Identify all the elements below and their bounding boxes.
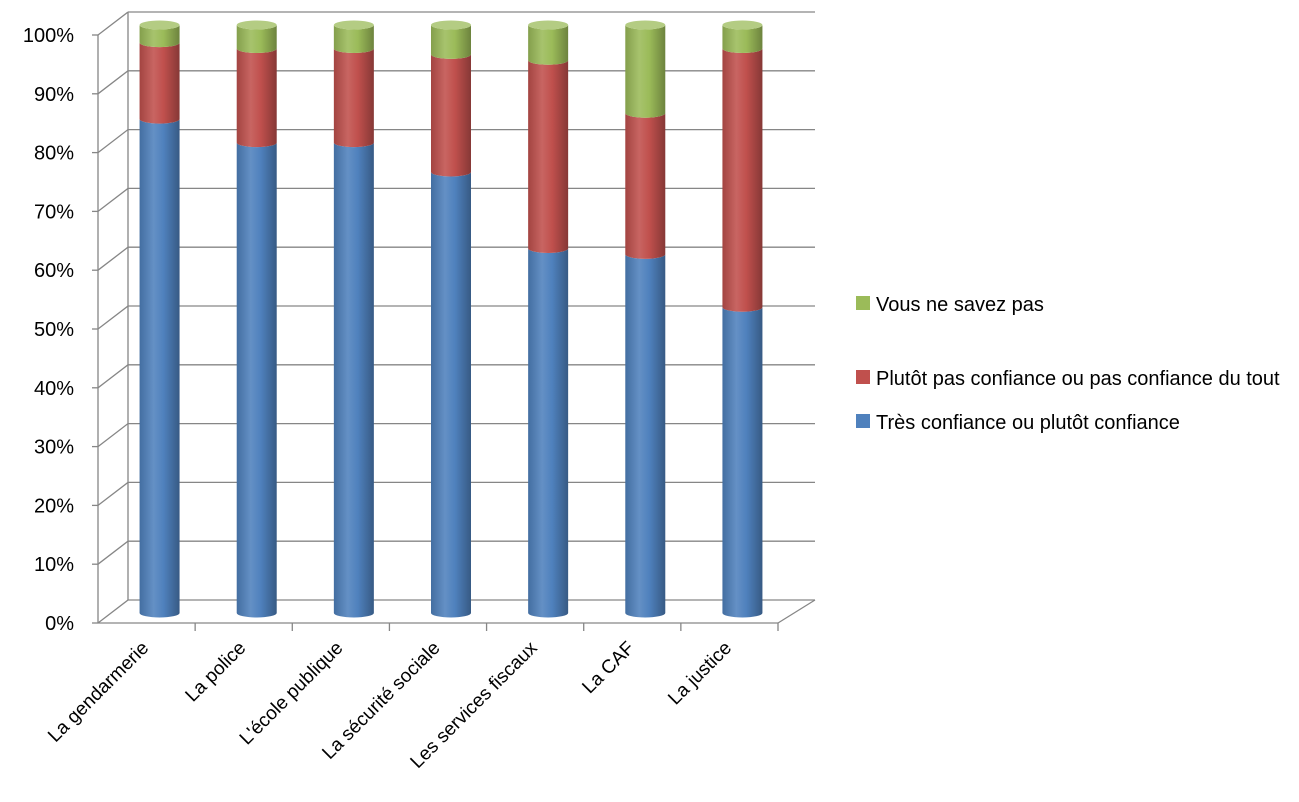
y-tick-label: 30% bbox=[34, 437, 74, 459]
y-tick-label: 70% bbox=[34, 201, 74, 223]
legend-label: Plutôt pas confiance ou pas confiance du… bbox=[876, 368, 1280, 390]
gridline-diagonal bbox=[97, 481, 129, 506]
gridline-diagonal bbox=[97, 11, 129, 36]
y-tick-label: 0% bbox=[45, 613, 74, 635]
bar-segment bbox=[333, 25, 374, 54]
legend-swatch bbox=[856, 296, 870, 310]
gridline-diagonal bbox=[97, 187, 129, 212]
bar-segment bbox=[236, 48, 277, 148]
y-tick-label: 80% bbox=[34, 143, 74, 165]
legend-item: Plutôt pas confiance ou pas confiance du… bbox=[856, 364, 1296, 394]
x-category-label: L'école publique bbox=[236, 638, 348, 750]
floor-edge bbox=[777, 599, 816, 624]
bar-segment bbox=[722, 25, 763, 54]
legend-swatch bbox=[856, 414, 870, 428]
bar-segment bbox=[625, 25, 666, 118]
legend-swatch bbox=[856, 370, 870, 384]
bar-segment bbox=[431, 54, 471, 177]
gridline-diagonal bbox=[97, 129, 129, 154]
bar-segment bbox=[236, 25, 277, 54]
chart-axes: 0% 10% 20% 30% 40% 50% 60% 70% 80% 90% 100% bbox=[23, 25, 779, 635]
gridline-diagonal bbox=[97, 540, 129, 565]
y-tick-label: 50% bbox=[34, 319, 74, 341]
bar-segment bbox=[625, 113, 666, 259]
gridline-diagonal bbox=[97, 599, 129, 624]
chart-legend: Vous ne savez pas Plutôt pas confiance ou… bbox=[856, 290, 1296, 452]
y-tick-label: 40% bbox=[34, 378, 74, 400]
gridline-diagonal bbox=[97, 423, 129, 448]
bar-top-cap bbox=[333, 20, 374, 30]
bar-segment bbox=[236, 142, 277, 618]
bar-top-cap bbox=[139, 20, 180, 30]
gridline-diagonal bbox=[97, 364, 129, 389]
bar-segment bbox=[139, 119, 180, 618]
y-tick-label: 60% bbox=[34, 260, 74, 282]
bar-top-cap bbox=[722, 20, 763, 30]
x-category-label: La gendarmerie bbox=[44, 638, 153, 747]
bar-segment bbox=[333, 142, 374, 618]
bar-top-cap bbox=[528, 20, 569, 30]
y-tick-label: 10% bbox=[34, 554, 74, 576]
gridline-diagonal bbox=[97, 246, 129, 271]
bar-segment bbox=[722, 48, 763, 312]
bar-segment bbox=[431, 25, 471, 59]
y-tick-label: 20% bbox=[34, 495, 74, 517]
bar-segment bbox=[528, 60, 569, 253]
bar-segment bbox=[528, 248, 569, 618]
x-category-label: La CAF bbox=[578, 638, 638, 698]
bar-segment bbox=[139, 25, 180, 48]
y-tick-label: 100% bbox=[23, 25, 74, 47]
bar-segment bbox=[625, 254, 666, 618]
legend-label: Très confiance ou plutôt confiance bbox=[876, 412, 1180, 434]
legend-label: Vous ne savez pas bbox=[876, 294, 1044, 316]
bar-top-cap bbox=[625, 20, 666, 30]
legend-item: Vous ne savez pas bbox=[856, 290, 1296, 320]
bar-top-cap bbox=[236, 20, 277, 30]
bar-segment bbox=[139, 42, 180, 124]
bar-top-cap bbox=[431, 20, 471, 30]
x-category-label: La police bbox=[182, 638, 251, 707]
x-category-label: La justice bbox=[664, 638, 736, 710]
bar-segment bbox=[722, 307, 763, 618]
bar-segment bbox=[333, 48, 374, 148]
bar-segment bbox=[528, 25, 569, 65]
bar-segment bbox=[431, 172, 471, 618]
gridline-diagonal bbox=[97, 305, 129, 330]
legend-item: Très confiance ou plutôt confiance bbox=[856, 408, 1296, 438]
y-tick-label: 90% bbox=[34, 84, 74, 106]
gridline-diagonal bbox=[97, 70, 129, 95]
